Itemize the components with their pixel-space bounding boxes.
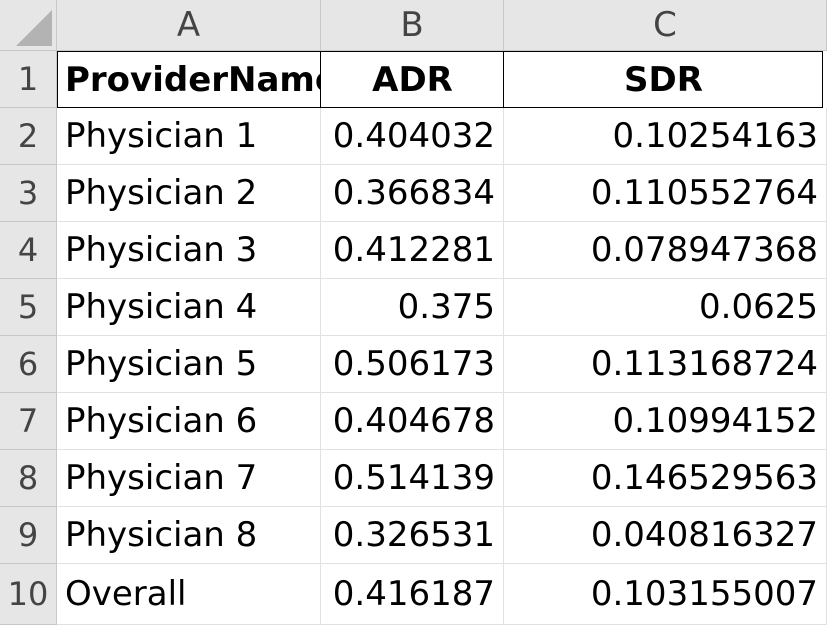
cell-a4[interactable]: Physician 3 [57,222,321,279]
cell-c10[interactable]: 0.103155007 [504,564,827,625]
row-header-6[interactable]: 6 [0,336,57,393]
cell-b4[interactable]: 0.412281 [321,222,504,279]
cell-a5[interactable]: Physician 4 [57,279,321,336]
row-header-5[interactable]: 5 [0,279,57,336]
cell-a7[interactable]: Physician 6 [57,393,321,450]
cell-c8[interactable]: 0.146529563 [504,450,827,507]
cell-c5[interactable]: 0.0625 [504,279,827,336]
cell-b8[interactable]: 0.514139 [321,450,504,507]
cell-b6[interactable]: 0.506173 [321,336,504,393]
cell-c2[interactable]: 0.10254163 [504,108,827,165]
select-all-triangle-icon [16,10,52,46]
cell-b1[interactable]: ADR [372,59,453,100]
row-header-2[interactable]: 2 [0,108,57,165]
column-header-a[interactable]: A [57,0,321,51]
select-all-corner[interactable] [0,0,57,51]
cell-c4[interactable]: 0.078947368 [504,222,827,279]
cell-c7[interactable]: 0.10994152 [504,393,827,450]
row-header-1[interactable]: 1 [0,51,57,108]
cell-b2[interactable]: 0.404032 [321,108,504,165]
column-header-c[interactable]: C [504,0,827,51]
row-header-3[interactable]: 3 [0,165,57,222]
row-header-7[interactable]: 7 [0,393,57,450]
cell-a1[interactable]: ProviderName [65,59,321,100]
cell-a3[interactable]: Physician 2 [57,165,321,222]
cell-b10[interactable]: 0.416187 [321,564,504,625]
cell-a6[interactable]: Physician 5 [57,336,321,393]
header-divider [503,51,504,108]
cell-a2[interactable]: Physician 1 [57,108,321,165]
header-divider [320,51,321,108]
cell-c1[interactable]: SDR [624,59,703,100]
row-header-8[interactable]: 8 [0,450,57,507]
cell-b7[interactable]: 0.404678 [321,393,504,450]
cell-a10[interactable]: Overall [57,564,321,625]
cell-b9[interactable]: 0.326531 [321,507,504,564]
cell-c9[interactable]: 0.040816327 [504,507,827,564]
row-header-9[interactable]: 9 [0,507,57,564]
cell-c3[interactable]: 0.110552764 [504,165,827,222]
cell-b3[interactable]: 0.366834 [321,165,504,222]
cell-a9[interactable]: Physician 8 [57,507,321,564]
cell-c6[interactable]: 0.113168724 [504,336,827,393]
column-header-b[interactable]: B [321,0,504,51]
cell-b5[interactable]: 0.375 [321,279,504,336]
row-header-4[interactable]: 4 [0,222,57,279]
cell-a8[interactable]: Physician 7 [57,450,321,507]
row-header-10[interactable]: 10 [0,564,57,625]
